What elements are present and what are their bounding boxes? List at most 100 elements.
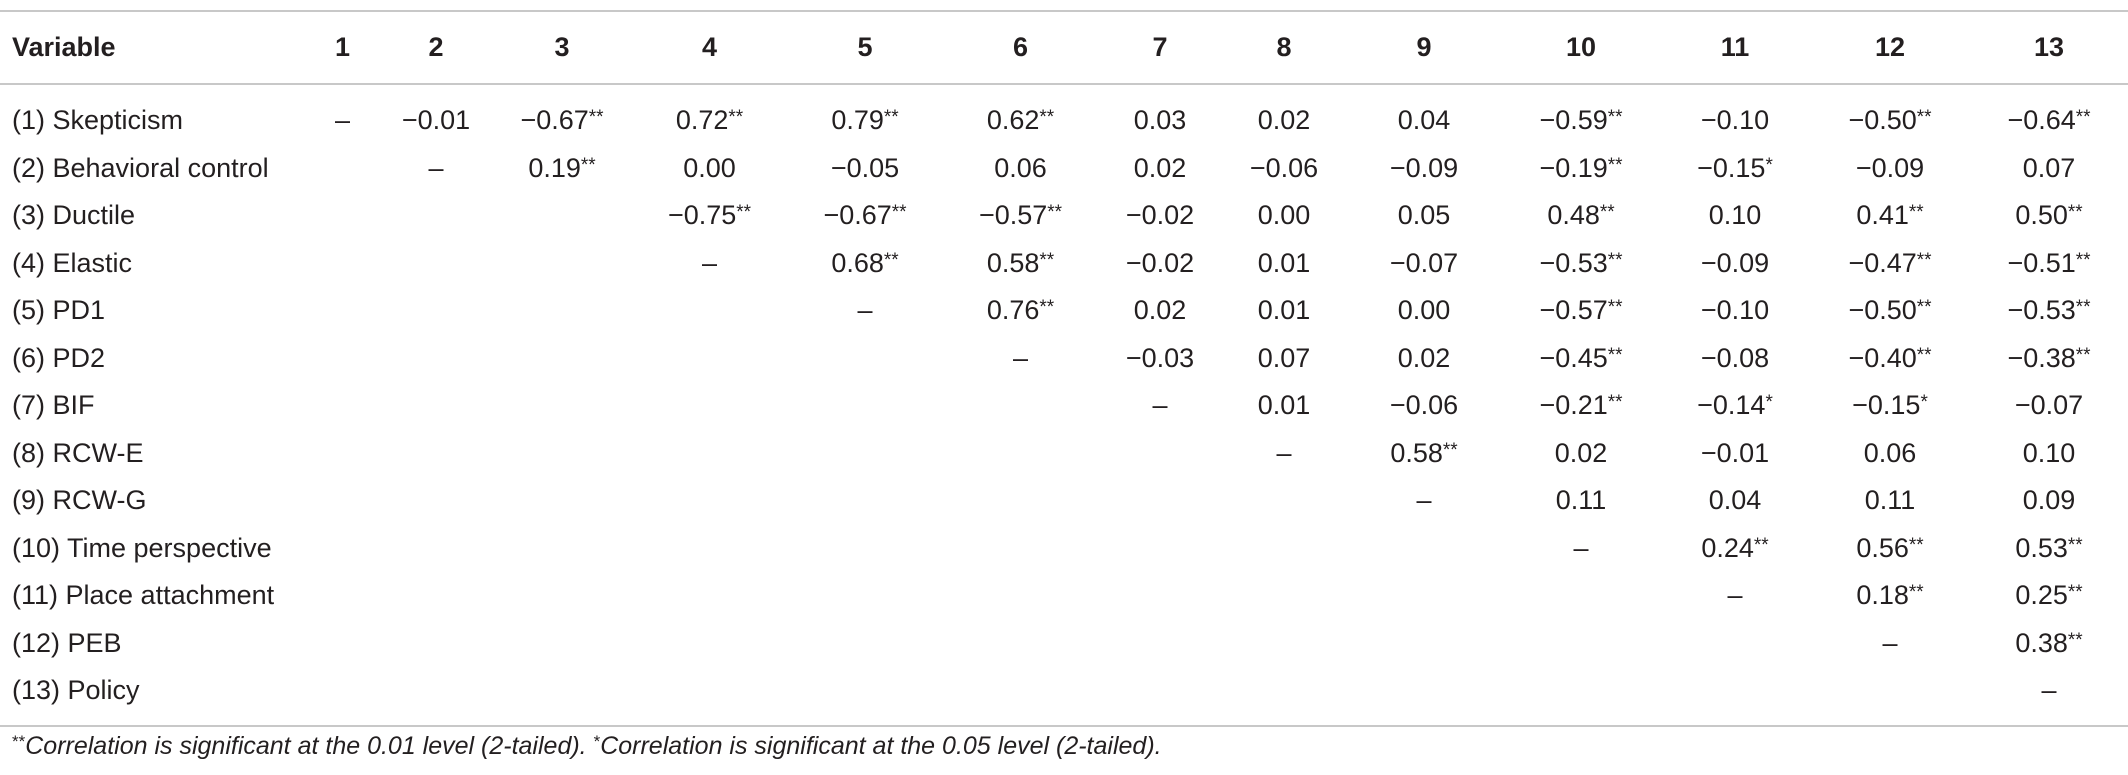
cell-value: –: [1727, 580, 1743, 611]
table-cell: [1222, 525, 1346, 573]
cell-value: −0.75: [667, 200, 737, 231]
table-cell: 0.48**: [1502, 192, 1660, 240]
table-cell: −0.45**: [1502, 335, 1660, 383]
cell-value: 0.06: [994, 152, 1047, 183]
significance-mark: **: [1607, 249, 1623, 271]
cell-value: 0.05: [1397, 200, 1451, 231]
table-cell: [305, 667, 380, 727]
cell-value: 0.50: [2015, 200, 2068, 231]
header-col-10: 10: [1502, 10, 1660, 85]
table-row: (8) RCW-E – 0.58** 0.02 −0.01 0.06 0.10: [0, 430, 2128, 478]
table-body: (1) Skepticism – −0.01 −0.67** 0.72** 0.79** 0…: [0, 84, 2128, 727]
cell-value: 0.11: [1864, 485, 1916, 516]
table-cell: [380, 477, 492, 525]
correlation-table: Variable 1 2 3 4 5 6 7 8 9 10 11 12 13 (1) Skepticism…: [0, 10, 2128, 727]
table-cell: −0.67**: [787, 192, 943, 240]
significance-mark: **: [1039, 107, 1055, 129]
table-cell: [492, 192, 632, 240]
table-cell: −0.09: [1660, 240, 1810, 288]
table-cell: [943, 382, 1098, 430]
header-col-4: 4: [632, 10, 787, 85]
cell-value: 0.01: [1257, 390, 1311, 421]
table-cell: 0.76**: [943, 287, 1098, 335]
cell-value: −0.50: [1848, 295, 1917, 326]
cell-value: −0.19: [1539, 152, 1608, 183]
row-label: (1) Skepticism: [12, 105, 184, 136]
cell-value: –: [1416, 485, 1432, 516]
table-row: (6) PD2– −0.03 0.07 0.02 −0.45** −0.08 −0.40**…: [0, 335, 2128, 383]
table-cell: [787, 382, 943, 430]
cell-value: 0.19: [528, 152, 581, 183]
cell-value: −0.03: [1125, 342, 1195, 373]
table-cell: –: [1222, 430, 1346, 478]
table-cell: [305, 572, 380, 620]
cell-value: 0.53: [2015, 532, 2068, 563]
table-cell: 0.02: [1502, 430, 1660, 478]
significance-mark: **: [1753, 534, 1769, 556]
table-cell: [380, 287, 492, 335]
table-cell: –: [305, 84, 380, 145]
cell-value: 0.02: [1554, 437, 1608, 468]
cell-value: 0.24: [1701, 532, 1754, 563]
cell-value: –: [2041, 675, 2057, 706]
table-cell: 0.01: [1222, 240, 1346, 288]
table-row: (12) PEB – 0.38**: [0, 620, 2128, 668]
cell-value: 0.25: [2015, 580, 2068, 611]
table-cell: [787, 430, 943, 478]
table-cell: [1502, 572, 1660, 620]
cell-value: −0.21: [1539, 390, 1608, 421]
table-cell: 0.79**: [787, 84, 943, 145]
table-cell: [380, 430, 492, 478]
table-cell: [632, 572, 787, 620]
cell-value: −0.67: [520, 105, 589, 136]
table-cell: −0.08: [1660, 335, 1810, 383]
table-cell: 0.56**: [1810, 525, 1970, 573]
cell-value: 0.02: [1133, 295, 1187, 326]
table-cell: 0.50**: [1970, 192, 2128, 240]
cell-value: 0.03: [1133, 105, 1187, 136]
table-cell: 0.38**: [1970, 620, 2128, 668]
table-cell: –: [787, 287, 943, 335]
cell-value: −0.10: [1700, 295, 1770, 326]
table-cell: 0.00: [1346, 287, 1502, 335]
table-cell: [380, 620, 492, 668]
table-cell: [1222, 620, 1346, 668]
footnote-mark-single: *: [593, 732, 601, 751]
row-label: (9) RCW-G: [12, 485, 147, 516]
table-cell: [492, 240, 632, 288]
table-cell: −0.02: [1098, 192, 1222, 240]
table-cell: [1346, 572, 1502, 620]
table-cell: 0.19**: [492, 145, 632, 193]
table-cell: [380, 525, 492, 573]
cell-value: 0.38: [2015, 627, 2068, 658]
table-cell: [943, 430, 1098, 478]
row-label: (8) RCW-E: [12, 437, 144, 468]
table-cell: −0.75**: [632, 192, 787, 240]
table-cell: [1346, 525, 1502, 573]
cell-value: 0.10: [1708, 200, 1762, 231]
significance-mark: **: [1908, 202, 1924, 224]
table-cell: 0.11: [1502, 477, 1660, 525]
table-cell: −0.53**: [1502, 240, 1660, 288]
table-cell: [787, 667, 943, 727]
table-cell: [632, 620, 787, 668]
table-cell: [1222, 572, 1346, 620]
table-cell: 0.04: [1660, 477, 1810, 525]
significance-mark: **: [580, 154, 596, 176]
header-col-1: 1: [305, 10, 380, 85]
table-cell: [305, 430, 380, 478]
table-cell: [1222, 477, 1346, 525]
header-row: Variable 1 2 3 4 5 6 7 8 9 10 11 12 13: [0, 10, 2128, 85]
table-cell: [632, 335, 787, 383]
table-header: Variable 1 2 3 4 5 6 7 8 9 10 11 12 13: [0, 10, 2128, 85]
table-cell: −0.50**: [1810, 287, 1970, 335]
cell-value: 0.00: [1397, 295, 1451, 326]
table-cell: 0.10: [1970, 430, 2128, 478]
table-cell: −0.64**: [1970, 84, 2128, 145]
table-cell: [305, 620, 380, 668]
table-cell: 0.53**: [1970, 525, 2128, 573]
cell-value: −0.09: [1855, 152, 1925, 183]
table-cell: [787, 525, 943, 573]
significance-mark: *: [1920, 392, 1928, 414]
table-cell: 0.04: [1346, 84, 1502, 145]
